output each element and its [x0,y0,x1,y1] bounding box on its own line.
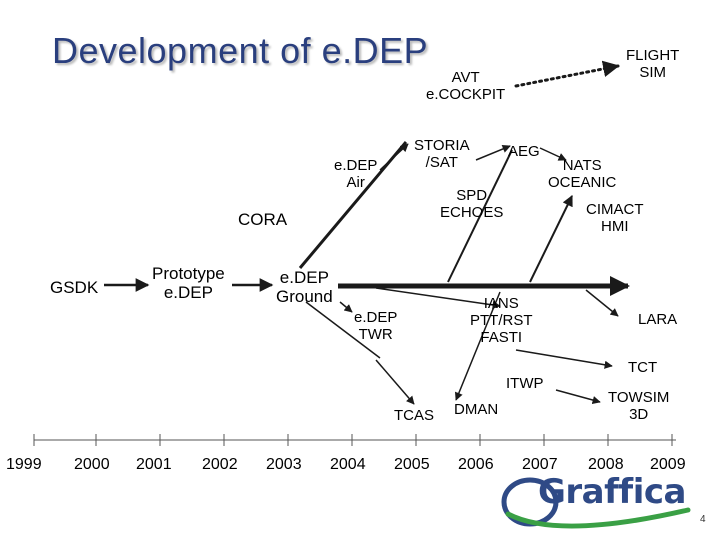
label-tcas: TCAS [394,407,435,424]
page-number: 4 [700,514,706,525]
label-storia-sat: STORIA /SAT [414,137,470,171]
arrow-to-twr [339,301,353,313]
year-label: 2005 [394,456,430,473]
year-label: 2002 [202,456,238,473]
year-label: 2004 [330,456,366,473]
arrow-aeg-nats [539,147,567,161]
arrow-main-ians [375,287,501,310]
label-prototype-edep: Prototype e.DEP [152,264,225,303]
arrow-main-aeg [447,149,513,283]
label-edep-twr: e.DEP TWR [354,309,398,343]
year-label: 1999 [6,456,42,473]
year-ticks [33,434,673,446]
label-nats-oceanic: NATS OCEANIC [548,157,617,191]
label-tct: TCT [628,359,658,376]
label-ians: IANS PTT/RST FASTI [470,295,533,346]
arrow-itwp-towsim [555,389,601,405]
label-lara: LARA [638,311,678,328]
year-label: 2003 [266,456,302,473]
arrow-storia-aeg [475,145,511,161]
year-label: 2006 [458,456,494,473]
year-label: 2008 [588,456,624,473]
label-gsdk: GSDK [50,278,99,297]
label-spd-echoes: SPD ECHOES [440,187,504,221]
arrow-main-lara [585,289,619,317]
label-itwp: ITWP [506,375,544,392]
arrow-main-dman [454,291,501,401]
arrow-twr-tcas [375,359,415,405]
year-label: 2001 [136,456,172,473]
dotted-arrow-flight-sim [514,60,620,88]
graffica-logo-text: Graffica [538,472,686,512]
year-label: 2007 [522,456,558,473]
label-towsim: TOWSIM 3D [608,389,670,423]
year-label: 2000 [74,456,110,473]
label-edep-air: e.DEP Air [334,157,378,191]
slide-title: Development of e.DEP [52,30,429,71]
label-dman: DMAN [454,401,499,418]
arrow-main-cimact [529,195,573,283]
arrow-ians-tct [515,349,613,369]
label-cimact-hmi: CIMACT HMI [586,201,644,235]
label-flight-sim: FLIGHT SIM [626,47,680,81]
arrow-air-storia [379,143,409,171]
label-cora: CORA [238,210,288,229]
label-aeg: AEG [508,143,540,160]
label-edep-ground: e.DEP Ground [276,268,333,307]
year-label: 2009 [650,456,686,473]
graffica-logo-swoosh [501,477,691,529]
arrow-ground-twr [305,301,381,359]
label-avt-cockpit: AVT e.COCKPIT [426,69,506,103]
